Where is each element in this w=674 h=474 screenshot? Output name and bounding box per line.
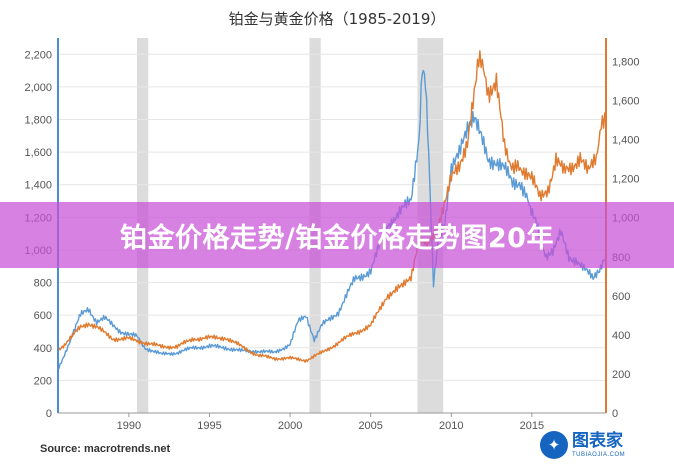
left-tick-label-8: 1,600: [24, 147, 52, 159]
right-tick-label-6: 1,200: [612, 174, 640, 186]
left-tick-label-4: 800: [34, 278, 52, 290]
banner-text: 铂金价格走势/铂金价格走势图20年: [120, 222, 554, 254]
right-tick-label-2: 400: [612, 330, 630, 342]
x-tick-label-3: 2005: [358, 420, 382, 432]
left-tick-label-1: 200: [34, 375, 52, 387]
series-line-1: [57, 50, 607, 363]
left-tick-label-0: 0: [46, 408, 52, 420]
right-tick-label-7: 1,400: [612, 135, 640, 147]
watermark-name: 图表家: [572, 430, 623, 451]
x-tick-label-1: 1995: [197, 420, 221, 432]
series-lines: [57, 50, 607, 370]
left-tick-label-2: 400: [34, 343, 52, 355]
x-tick-label-2: 2000: [278, 420, 302, 432]
right-tick-label-1: 200: [612, 369, 630, 381]
right-tick-label-3: 600: [612, 291, 630, 303]
watermark-logo: ✦ 图表家 TUBIAOJIA.COM: [540, 428, 670, 462]
x-tick-label-0: 1990: [117, 420, 141, 432]
left-tick-label-10: 2,000: [24, 82, 52, 94]
series-line-0: [57, 69, 607, 370]
left-tick-label-3: 600: [34, 310, 52, 322]
left-tick-label-11: 2,200: [24, 49, 52, 61]
title-banner: 铂金价格走势/铂金价格走势图20年: [0, 202, 674, 268]
chart-logo-icon: ✦: [540, 431, 568, 459]
right-tick-label-8: 1,600: [612, 96, 640, 108]
right-tick-label-0: 0: [612, 408, 618, 420]
left-tick-label-9: 1,800: [24, 115, 52, 127]
watermark-sub: TUBIAOJIA.COM: [572, 451, 626, 458]
chart-title: 铂金与黄金价格（1985-2019）: [229, 10, 446, 28]
left-tick-label-7: 1,400: [24, 180, 52, 192]
x-tick-label-5: 2015: [520, 420, 544, 432]
source-label: Source: macrotrends.net: [40, 443, 171, 455]
right-tick-label-9: 1,800: [612, 56, 640, 68]
watermark-text: 图表家 TUBIAOJIA.COM: [572, 430, 626, 458]
x-tick-label-4: 2010: [439, 420, 463, 432]
